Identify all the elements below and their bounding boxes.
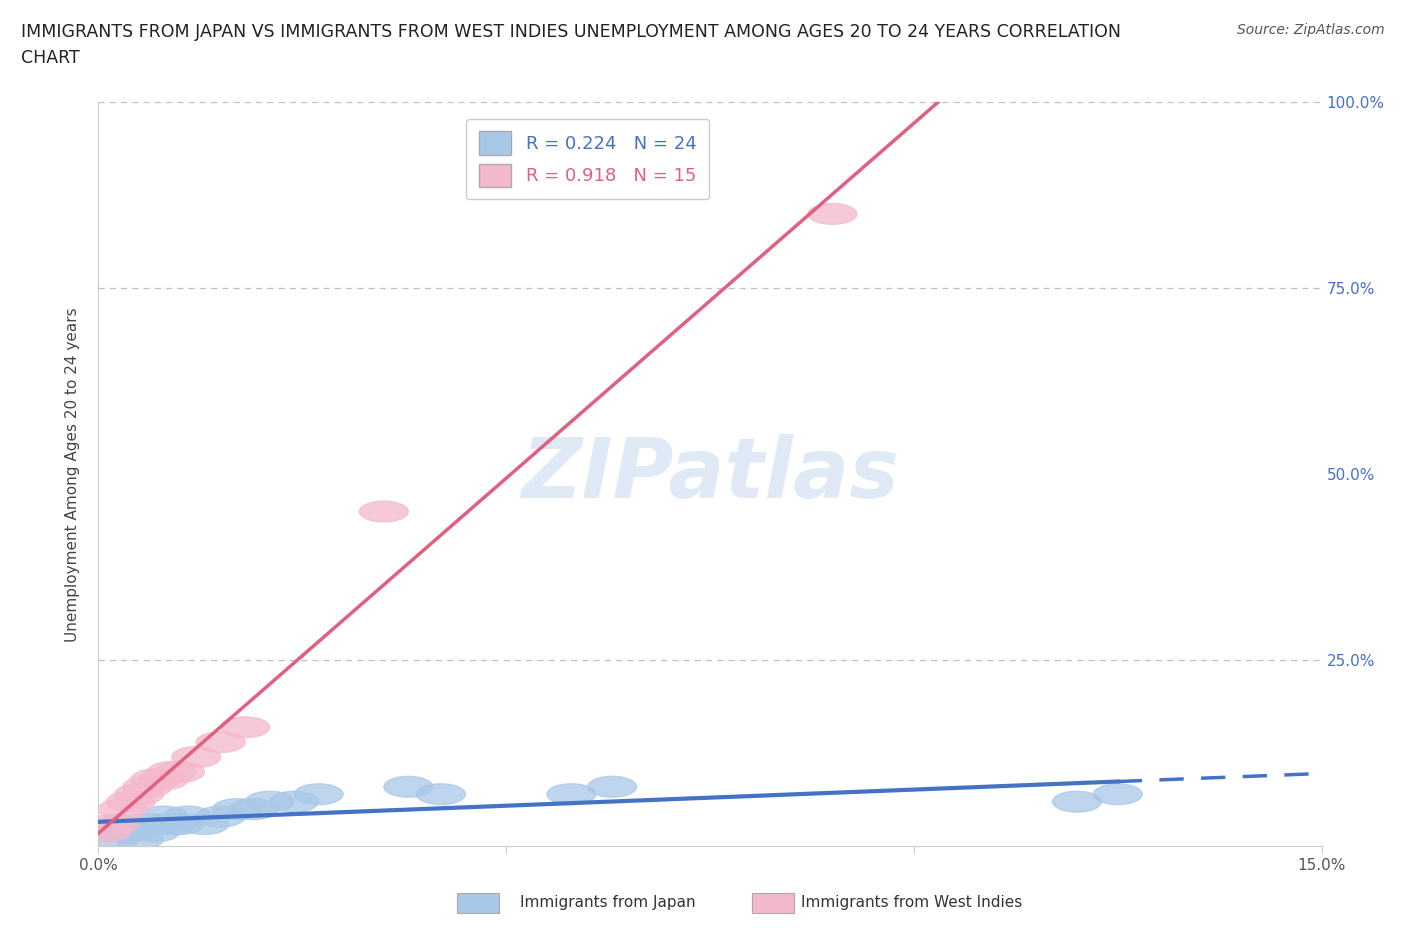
- Ellipse shape: [90, 829, 139, 849]
- Y-axis label: Unemployment Among Ages 20 to 24 years: Unemployment Among Ages 20 to 24 years: [65, 307, 80, 642]
- Ellipse shape: [1053, 791, 1101, 812]
- Text: ZIPatlas: ZIPatlas: [522, 433, 898, 515]
- Ellipse shape: [122, 814, 172, 834]
- Ellipse shape: [197, 732, 245, 752]
- Ellipse shape: [107, 821, 156, 842]
- Ellipse shape: [197, 806, 245, 827]
- Legend: R = 0.224   N = 24, R = 0.918   N = 15: R = 0.224 N = 24, R = 0.918 N = 15: [467, 119, 709, 199]
- Ellipse shape: [245, 791, 294, 812]
- Ellipse shape: [115, 784, 163, 804]
- Text: CHART: CHART: [21, 49, 80, 67]
- Text: IMMIGRANTS FROM JAPAN VS IMMIGRANTS FROM WEST INDIES UNEMPLOYMENT AMONG AGES 20 : IMMIGRANTS FROM JAPAN VS IMMIGRANTS FROM…: [21, 23, 1121, 41]
- Ellipse shape: [82, 821, 131, 842]
- Ellipse shape: [139, 769, 188, 790]
- Ellipse shape: [82, 821, 131, 842]
- Ellipse shape: [148, 762, 197, 782]
- Ellipse shape: [139, 806, 188, 827]
- Text: Immigrants from West Indies: Immigrants from West Indies: [801, 895, 1022, 910]
- Ellipse shape: [416, 784, 465, 804]
- Ellipse shape: [122, 777, 172, 797]
- Ellipse shape: [588, 777, 637, 797]
- Ellipse shape: [1094, 784, 1142, 804]
- Ellipse shape: [547, 784, 596, 804]
- Ellipse shape: [98, 814, 148, 834]
- Ellipse shape: [156, 814, 204, 834]
- Bar: [457, 893, 499, 913]
- Ellipse shape: [131, 769, 180, 790]
- Ellipse shape: [131, 821, 180, 842]
- Ellipse shape: [360, 501, 408, 522]
- Ellipse shape: [148, 814, 197, 834]
- Ellipse shape: [384, 777, 433, 797]
- Ellipse shape: [221, 717, 270, 737]
- Ellipse shape: [115, 829, 163, 849]
- Ellipse shape: [172, 747, 221, 767]
- Ellipse shape: [229, 799, 278, 819]
- Ellipse shape: [808, 204, 856, 224]
- Text: Source: ZipAtlas.com: Source: ZipAtlas.com: [1237, 23, 1385, 37]
- Bar: [752, 893, 794, 913]
- Ellipse shape: [163, 806, 212, 827]
- Ellipse shape: [294, 784, 343, 804]
- Ellipse shape: [180, 814, 229, 834]
- Ellipse shape: [107, 791, 156, 812]
- Ellipse shape: [156, 762, 204, 782]
- Text: Immigrants from Japan: Immigrants from Japan: [520, 895, 696, 910]
- Ellipse shape: [98, 799, 148, 819]
- Ellipse shape: [270, 791, 319, 812]
- Ellipse shape: [212, 799, 262, 819]
- Ellipse shape: [90, 814, 139, 834]
